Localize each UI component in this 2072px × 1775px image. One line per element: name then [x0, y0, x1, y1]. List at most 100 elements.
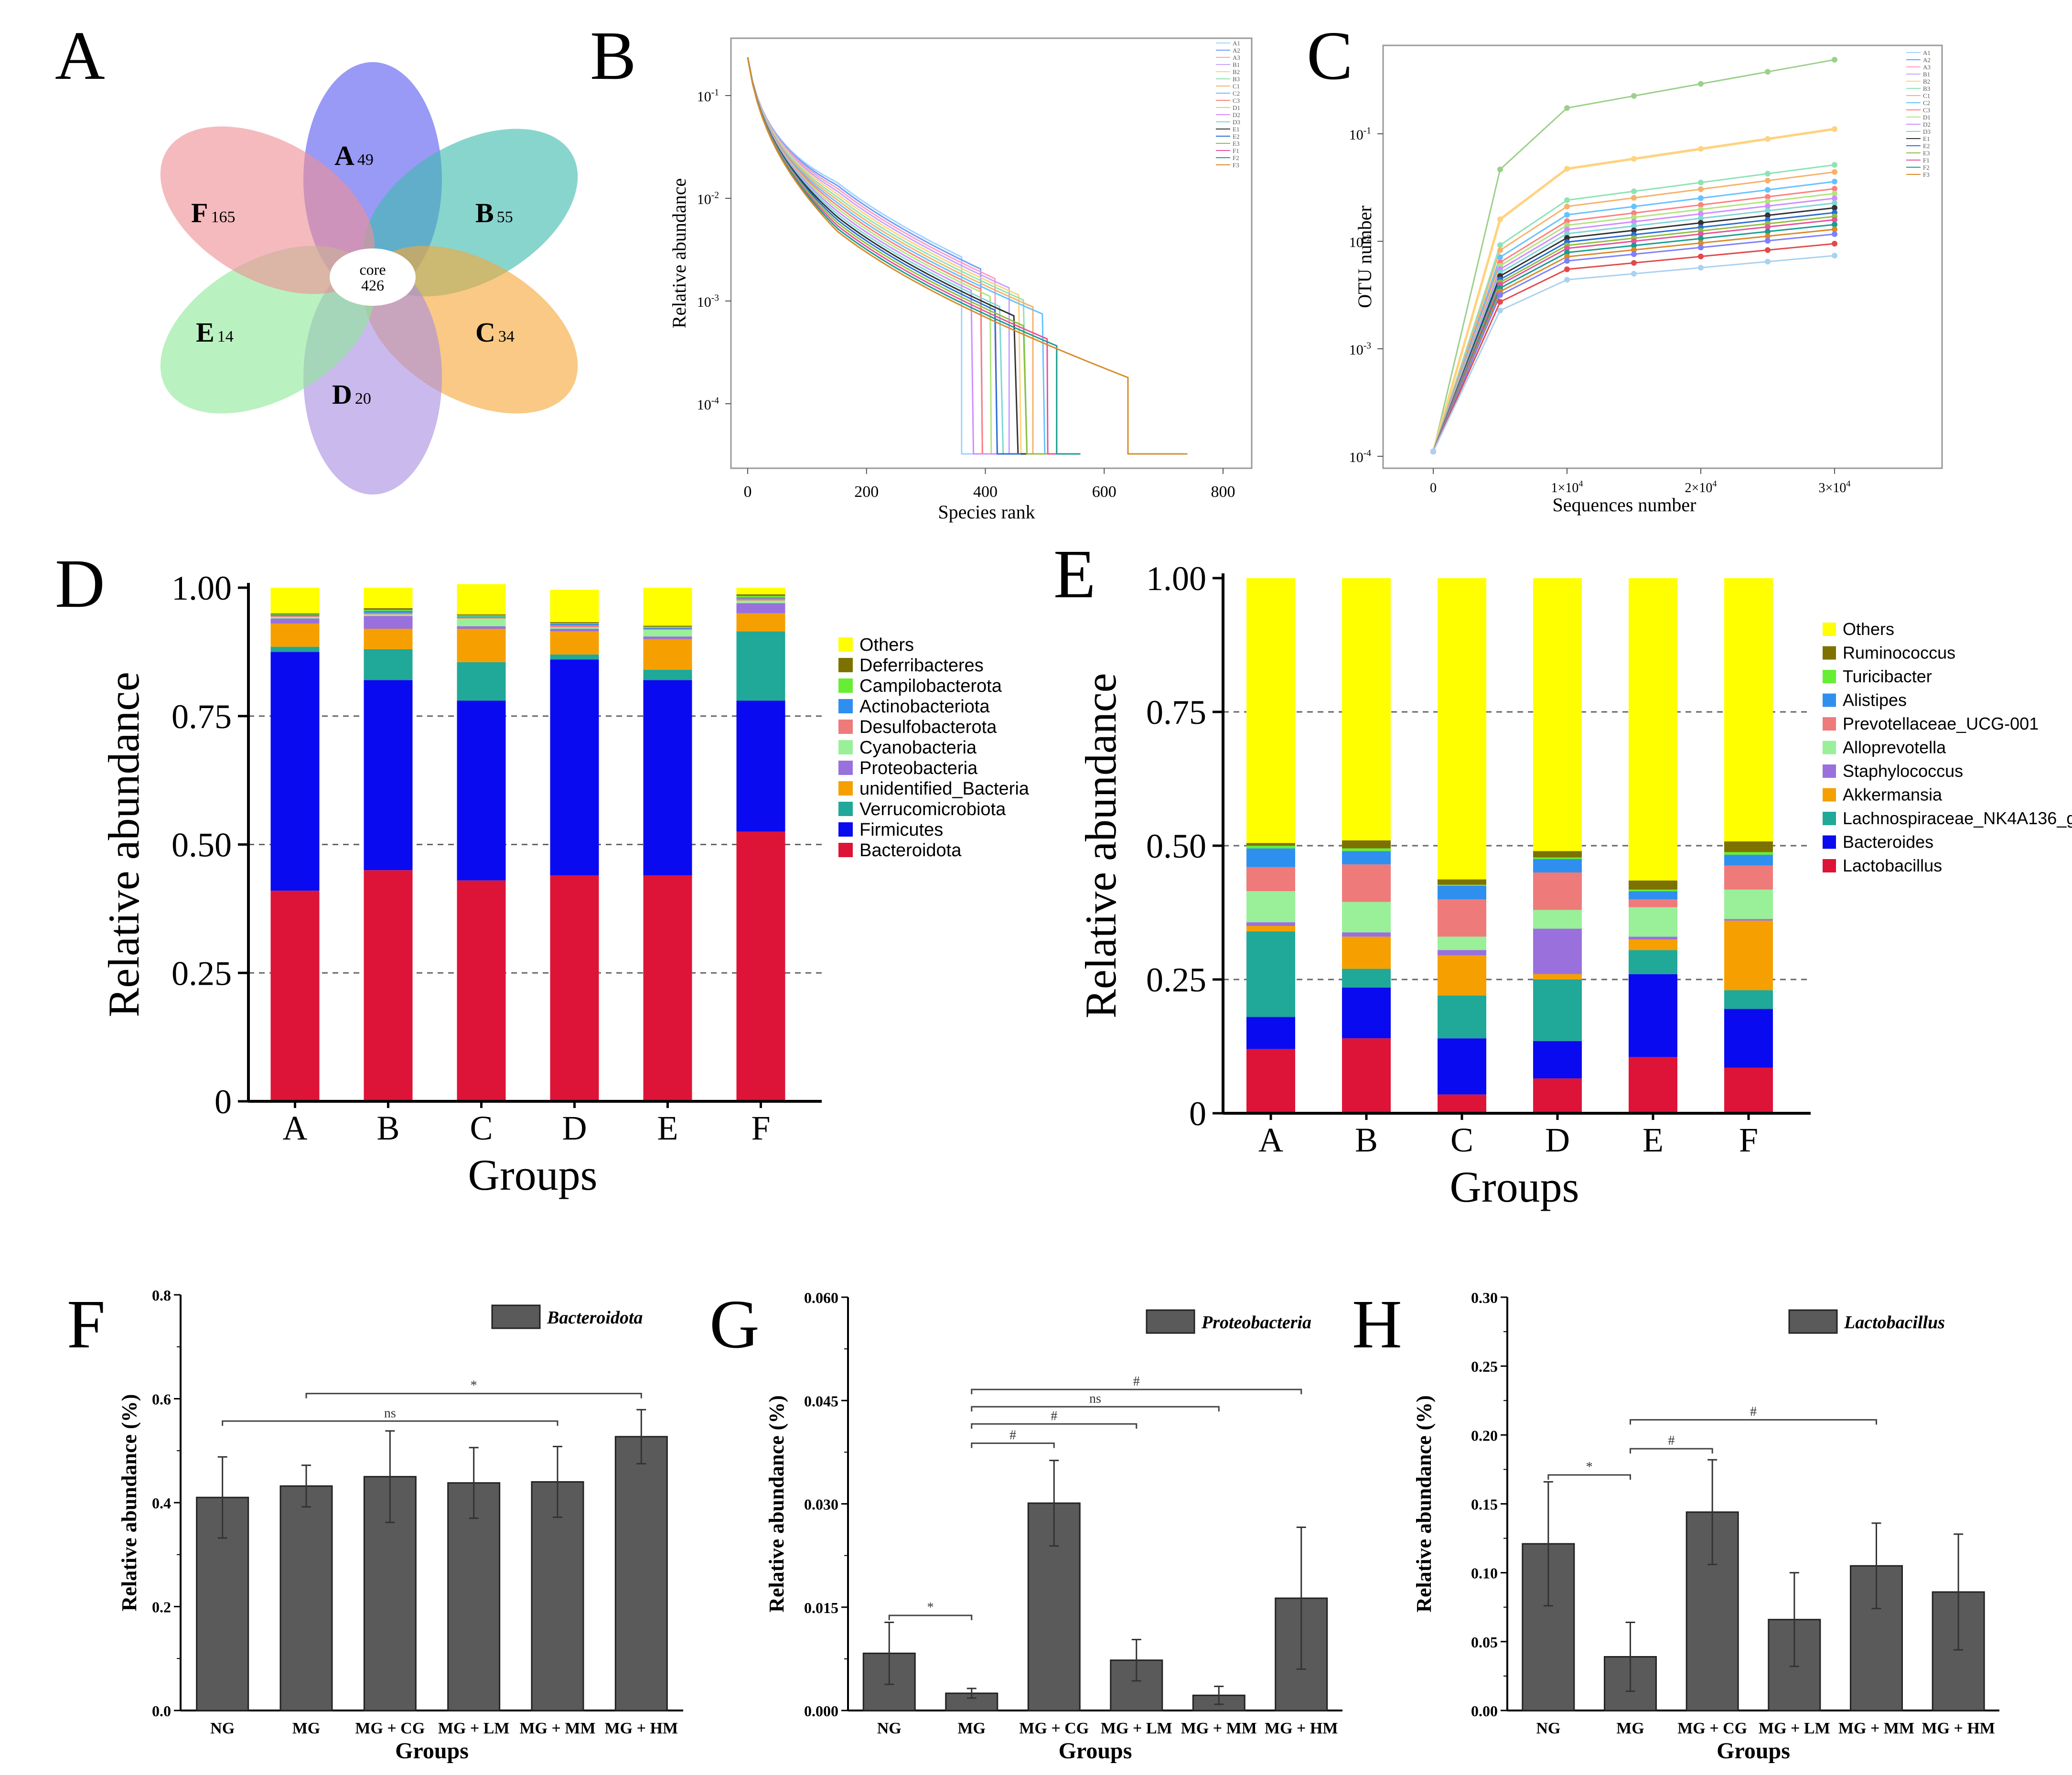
bar-segment-Deferribacteres-B	[364, 608, 413, 610]
y-tick-label: 0.10	[1471, 1565, 1498, 1582]
bar-segment-Akkermansia-F	[1724, 920, 1773, 990]
legend-swatch-Campilobacterota	[838, 678, 853, 693]
y-tick-label: 0	[215, 1083, 232, 1121]
bar-segment-Prevotellaceae_UCG-001-B	[1342, 864, 1391, 902]
bar-segment-Bacteroides-C	[1438, 1038, 1486, 1095]
rank-curve-C1	[747, 57, 1057, 455]
significance-label: #	[1009, 1428, 1016, 1443]
rarefaction-point	[1698, 265, 1704, 271]
y-tick-label: 1.00	[172, 569, 232, 607]
bar-segment-unidentified_Bacteria-E	[643, 639, 692, 670]
y-tick-label: 10-3	[697, 293, 719, 310]
y-tick-label: 0.060	[804, 1289, 838, 1306]
y-tick-label: 0.6	[152, 1391, 171, 1408]
x-tick-label: MG + CG	[1019, 1720, 1089, 1737]
bar-segment-Bacteroides-F	[1724, 1009, 1773, 1068]
panel-label-G: G	[709, 1286, 760, 1363]
rarefaction-point	[1698, 202, 1704, 208]
rarefaction-point	[1631, 204, 1637, 210]
bar-segment-Alistipes-E	[1629, 891, 1677, 899]
bar-segment-Campilobacterota-F	[736, 596, 785, 598]
bar-segment-Turicibacter-F	[1724, 852, 1773, 855]
bar-segment-Ruminococcus-D	[1533, 851, 1582, 858]
bar-segment-Lactobacillus-C	[1438, 1094, 1486, 1113]
legend-label: unidentified_Bacteria	[859, 779, 1030, 799]
bar-segment-Others-E	[643, 588, 692, 626]
bar-segment-Prevotellaceae_UCG-001-A	[1246, 867, 1295, 892]
rank-curve-C2	[747, 57, 1069, 455]
bar-segment-Desulfobacterota-B	[364, 613, 413, 614]
bar-segment-Others-F	[1724, 578, 1773, 842]
venn-label-C: C 34	[475, 317, 515, 348]
legend-swatch-Deferribacteres	[838, 658, 853, 672]
bar-segment-Deferribacteres-F	[736, 594, 785, 596]
bar-segment-Lactobacillus-B	[1342, 1038, 1391, 1113]
bar-segment-Lactobacillus-E	[1629, 1057, 1677, 1113]
rarefaction-point	[1430, 449, 1436, 454]
x-tick-label: MG + HM	[1265, 1720, 1338, 1737]
panel-label-F: F	[67, 1286, 106, 1363]
bar-segment-Desulfobacterota-E	[643, 629, 692, 630]
bar-segment-Akkermansia-B	[1342, 936, 1391, 969]
x-tick-label: MG + MM	[1838, 1720, 1914, 1737]
significance-bracket	[971, 1423, 1138, 1429]
venn-count: 34	[498, 328, 515, 345]
bar-segment-Actinobacteriota-C	[457, 616, 506, 618]
bar-segment-Actinobacteriota-F	[736, 597, 785, 599]
bar-segment-Deferribacteres-C	[457, 614, 506, 616]
legend-label: Bacteroidota	[859, 840, 962, 861]
rarefaction-point	[1564, 212, 1570, 218]
legend-label: Proteobacteria	[1201, 1312, 1311, 1333]
y-tick-label: 0.2	[152, 1599, 171, 1616]
rarefaction-point	[1832, 179, 1837, 184]
bar-segment-Deferribacteres-A	[270, 613, 320, 614]
y-tick-label: 0.030	[804, 1496, 838, 1513]
y-axis-label: Relative abundance (%)	[765, 1395, 788, 1613]
x-tick-label-base: 3×10	[1819, 481, 1847, 495]
rarefaction-point	[1698, 211, 1704, 217]
legend-label: Ruminococcus	[1843, 643, 1955, 663]
significance-label: #	[1750, 1405, 1757, 1420]
legend-label: Firmicutes	[859, 820, 943, 840]
significance-bracket	[1630, 1448, 1713, 1454]
legend-label: A2	[1923, 56, 1931, 64]
x-axis-label: Sequences number	[1552, 494, 1696, 516]
rarefaction-point	[1765, 208, 1771, 214]
y-tick-label: 0.75	[1146, 693, 1206, 732]
bar-segment-Ruminococcus-F	[1724, 841, 1773, 852]
y-tick-label-exp: -1	[1363, 126, 1371, 136]
rarefaction-point	[1698, 220, 1704, 226]
rarefaction-point	[1765, 198, 1771, 204]
bar-segment-Prevotellaceae_UCG-001-D	[1533, 872, 1582, 910]
bar-segment-Staphylococcus-D	[1533, 928, 1582, 974]
legend-label: Verrucomicrobiota	[859, 799, 1006, 819]
bar-segment-Actinobacteriota-B	[364, 611, 413, 613]
rarefaction-point	[1765, 136, 1771, 142]
rank-curve-B3	[747, 57, 1051, 455]
bar-segment-Alistipes-B	[1342, 851, 1391, 865]
rarefaction-point	[1698, 206, 1704, 213]
y-axis-label: Relative abundance	[1076, 673, 1125, 1019]
bar-segment-Firmicutes-C	[457, 700, 506, 881]
bar-segment-Others-A	[270, 588, 320, 613]
legend-swatch-Turicibacter	[1823, 670, 1836, 683]
legend-label: C1	[1233, 83, 1240, 90]
rarefaction-point	[1765, 171, 1771, 177]
legend-label: A1	[1923, 49, 1931, 56]
significance-bracket	[1630, 1419, 1877, 1425]
rank-curve-A1	[747, 57, 986, 455]
rarefaction-point	[1564, 197, 1570, 203]
legend-label: D3	[1233, 118, 1240, 126]
bar-segment-Verrucomicrobiota-B	[364, 649, 413, 680]
x-axis-label: Species rank	[938, 501, 1035, 523]
legend-swatch-Bacteroides	[1823, 835, 1836, 849]
legend-label: B2	[1923, 78, 1930, 85]
x-tick-label-base: 1×10	[1551, 481, 1579, 495]
legend-label: F1	[1233, 147, 1239, 154]
bar-segment-Campilobacterota-B	[364, 610, 413, 611]
bar-segment-Alistipes-F	[1724, 855, 1773, 866]
x-tick-label: MG + LM	[438, 1720, 510, 1737]
x-tick-label: E	[1643, 1121, 1664, 1159]
